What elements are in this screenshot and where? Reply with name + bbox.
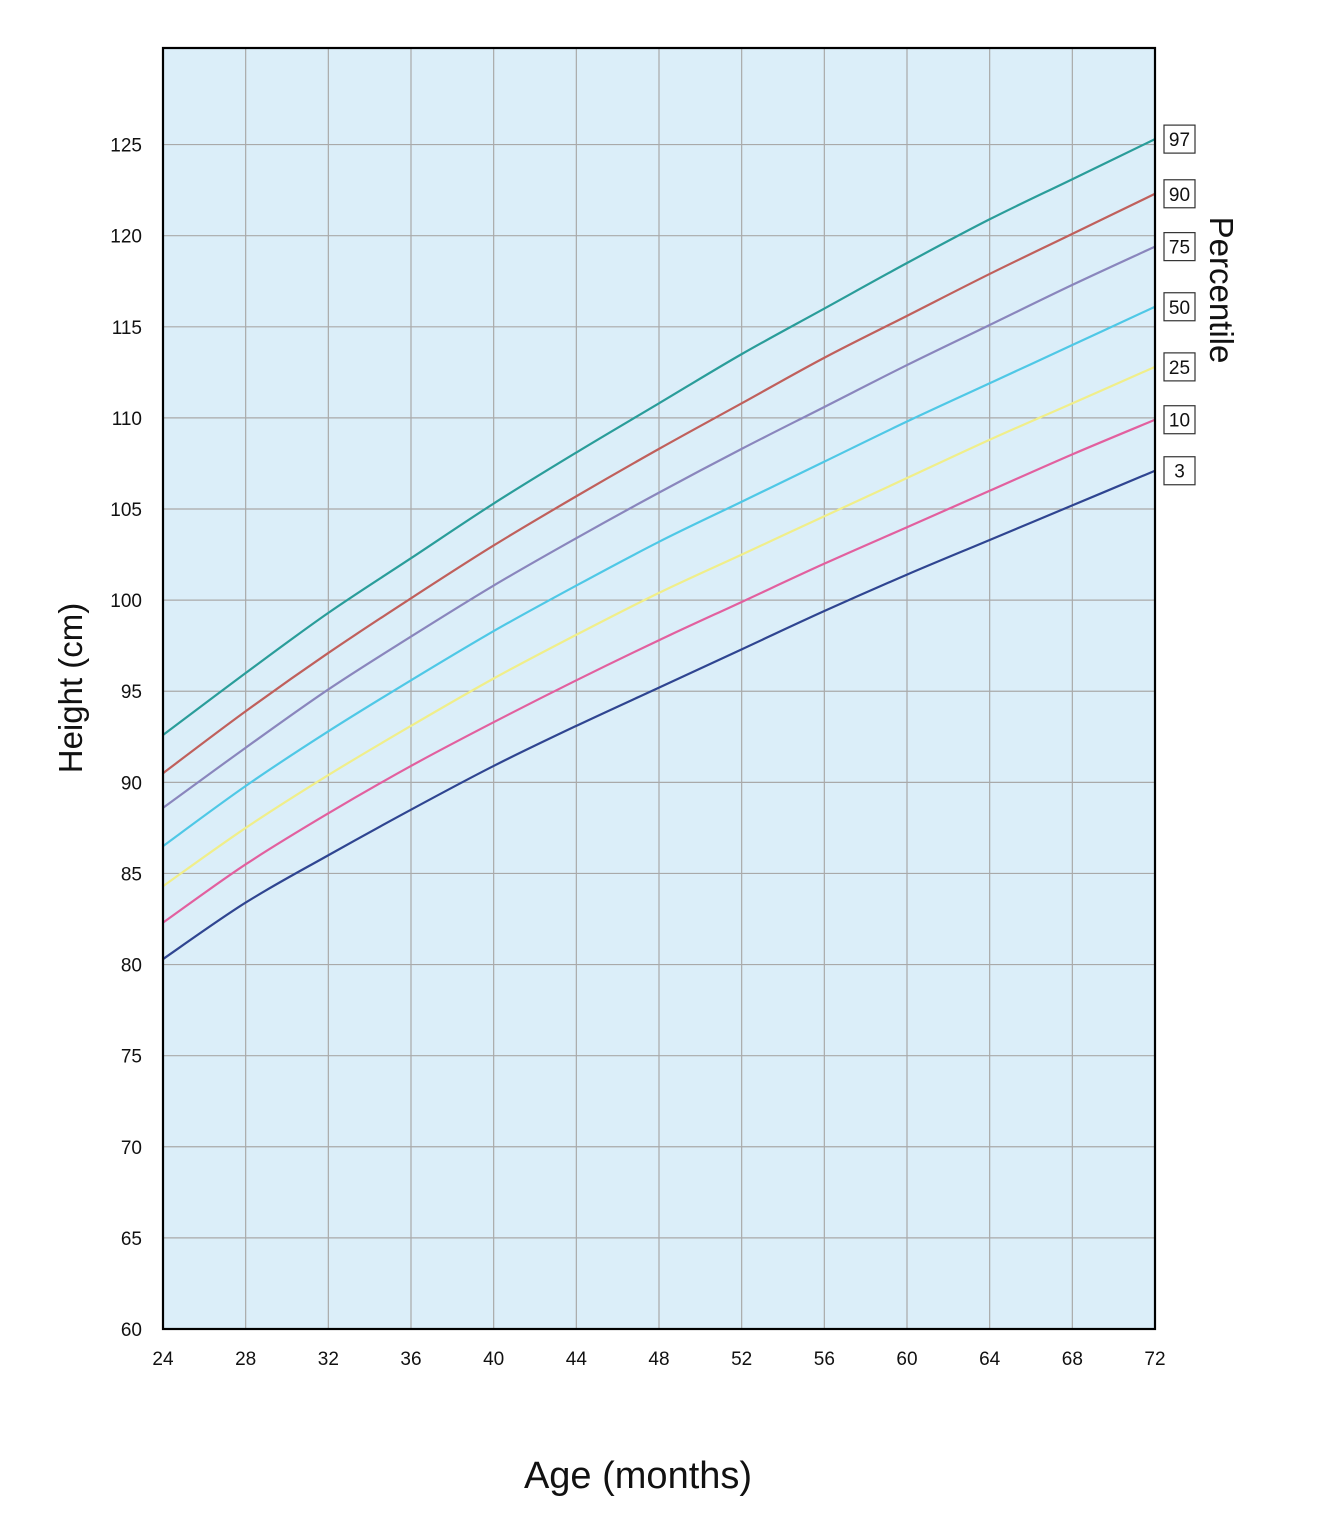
y-tick-label-60: 60	[121, 1320, 142, 1341]
series-line-p97	[162, 138, 1156, 736]
x-tick-label-40: 40	[483, 1349, 504, 1370]
y-axis-title: Height (cm)	[52, 603, 89, 774]
series-lines	[162, 138, 1156, 961]
percentile-label-90: 90	[1169, 185, 1190, 206]
percentile-box-frame	[1163, 405, 1196, 435]
plot-border	[161, 46, 1157, 1331]
y-tick-label-120: 120	[110, 227, 142, 248]
series-line-p90	[162, 192, 1156, 775]
x-tick-label-44: 44	[566, 1349, 588, 1370]
plot-frame	[161, 46, 1157, 1331]
x-tick-label-28: 28	[235, 1349, 256, 1370]
y-tick-label-115: 115	[112, 318, 142, 339]
x-tick-label-52: 52	[731, 1349, 752, 1370]
percentile-box-25: 25	[1163, 352, 1196, 382]
percentile-box-frame	[1163, 352, 1196, 382]
series-line-p10	[162, 418, 1156, 924]
percentile-box-97: 97	[1163, 124, 1196, 154]
x-tick-label-60: 60	[896, 1349, 917, 1370]
percentile-box-frame	[1163, 179, 1196, 209]
x-tick-labels: 24 28 32 36 40 44 48 52 56 60 64 68 72	[152, 1349, 1165, 1370]
percentile-box-90: 90	[1163, 179, 1196, 209]
y-tick-label-95: 95	[121, 682, 142, 703]
y-tick-label-65: 65	[121, 1229, 142, 1250]
y-tick-label-110: 110	[112, 409, 142, 430]
series-line-p50	[162, 305, 1156, 848]
x-tick-label-32: 32	[318, 1349, 339, 1370]
x-tick-label-64: 64	[979, 1349, 1001, 1370]
percentile-label-25: 25	[1169, 358, 1190, 379]
percentile-label-10: 10	[1169, 411, 1190, 432]
y-tick-label-125: 125	[110, 136, 142, 157]
percentile-box-frame	[1163, 124, 1196, 154]
y-tick-label-70: 70	[121, 1138, 142, 1159]
x-tick-label-68: 68	[1062, 1349, 1083, 1370]
percentile-box-10: 10	[1163, 405, 1196, 435]
series-line-p75	[162, 245, 1156, 809]
y-tick-label-105: 105	[110, 500, 142, 521]
x-tick-label-56: 56	[814, 1349, 835, 1370]
y-tick-label-75: 75	[121, 1047, 142, 1068]
percentile-label-3: 3	[1174, 462, 1185, 483]
percentile-label-75: 75	[1169, 238, 1190, 259]
y-tick-labels: 60 65 70 75 80 85 90 95 100 105 110 115 120 125	[110, 136, 142, 1341]
grid	[163, 48, 1155, 1329]
x-tick-label-36: 36	[400, 1349, 421, 1370]
y-tick-label-100: 100	[110, 591, 142, 612]
x-axis-title: Age (months)	[524, 1455, 752, 1497]
series-line-p3	[162, 469, 1156, 961]
y-tick-label-90: 90	[121, 773, 142, 794]
series-line-p25	[162, 365, 1156, 888]
percentile-label-97: 97	[1169, 130, 1190, 151]
percentile-label-50: 50	[1169, 298, 1190, 319]
y-tick-label-85: 85	[121, 864, 142, 885]
legend-title: Percentile	[1203, 217, 1240, 364]
x-tick-label-48: 48	[648, 1349, 669, 1370]
percentile-labels: 97 90 75 50 25 10 3	[1163, 124, 1196, 486]
percentile-box-75: 75	[1163, 232, 1196, 262]
y-tick-label-80: 80	[121, 956, 142, 977]
percentile-box-frame	[1163, 456, 1196, 486]
percentile-box-frame	[1163, 232, 1196, 262]
percentile-box-50: 50	[1163, 292, 1196, 322]
percentile-box-frame	[1163, 292, 1196, 322]
x-tick-label-24: 24	[152, 1349, 174, 1370]
percentile-box-3: 3	[1163, 456, 1196, 486]
x-tick-label-72: 72	[1144, 1349, 1165, 1370]
